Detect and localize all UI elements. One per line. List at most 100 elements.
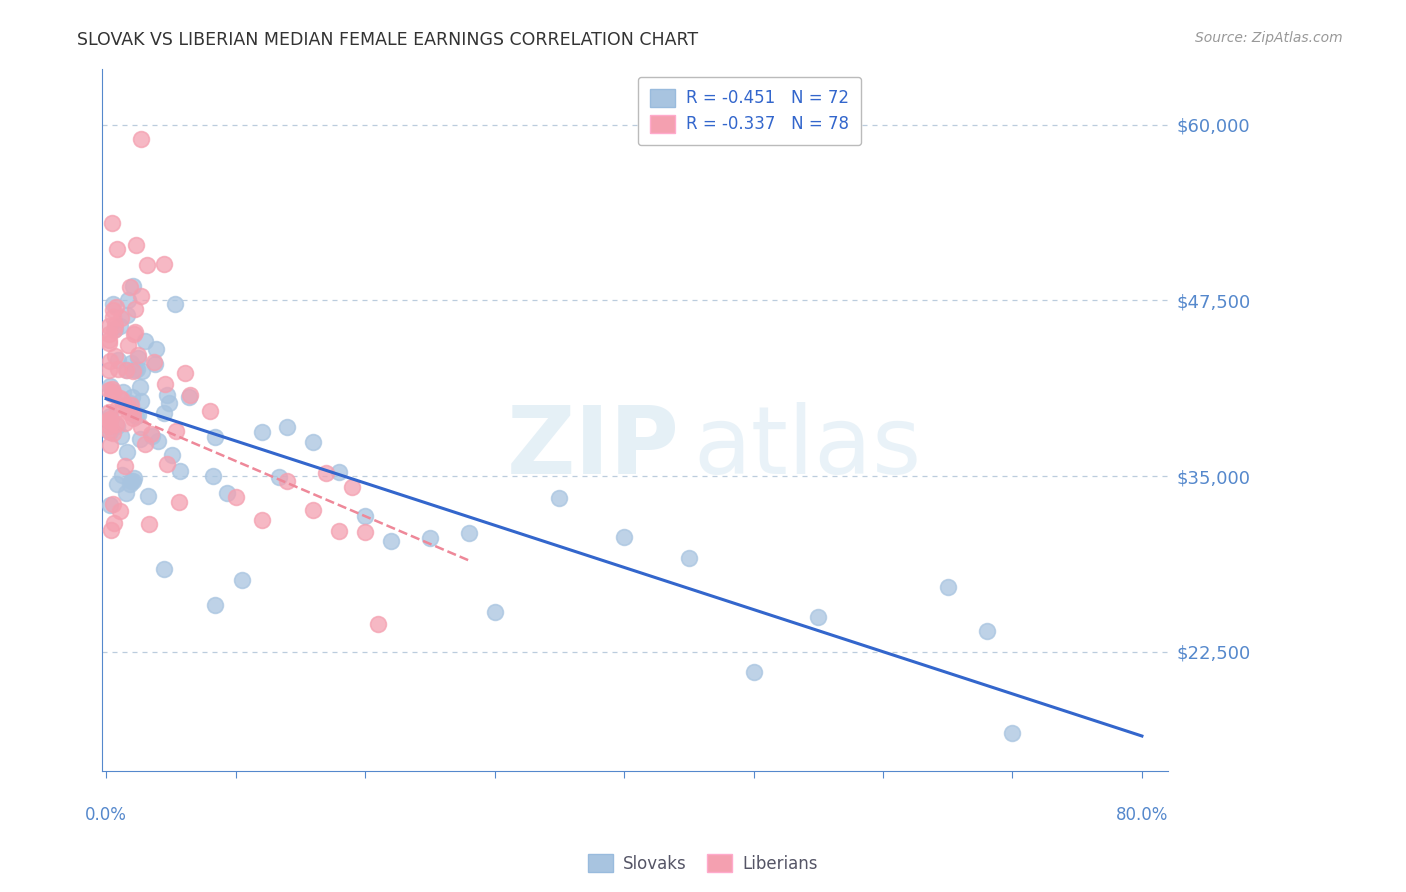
Point (153, 406, 176, 420)
Legend: Slovaks, Liberians: Slovaks, Liberians (582, 847, 824, 880)
Point (202, 469, 225, 483)
Point (97, 326, 120, 341)
Point (98, 409, 121, 424)
Point (97, 383, 120, 397)
Point (122, 474, 145, 488)
Text: 0.0%: 0.0% (86, 806, 127, 824)
Point (98, 499, 121, 513)
Point (110, 428, 132, 442)
Point (153, 376, 176, 391)
Point (135, 258, 157, 272)
Point (121, 390, 143, 404)
Point (120, 398, 142, 412)
Point (276, 420, 298, 434)
Point (120, 280, 142, 294)
Point (97, 362, 120, 376)
Point (198, 403, 221, 417)
Text: 80.0%: 80.0% (1116, 806, 1168, 824)
Point (315, 467, 337, 481)
Point (143, 357, 166, 371)
Point (1001, 725, 1024, 739)
Point (98, 425, 121, 440)
Point (328, 466, 350, 480)
Point (328, 524, 350, 538)
Point (98, 353, 121, 368)
Point (146, 434, 169, 448)
Point (134, 437, 156, 451)
Point (124, 409, 146, 423)
Point (105, 401, 128, 416)
Text: ZIP: ZIP (508, 402, 681, 494)
Point (101, 310, 124, 325)
Point (111, 392, 134, 407)
Point (104, 321, 127, 335)
Point (129, 132, 152, 146)
Point (129, 394, 152, 409)
Point (121, 406, 143, 420)
Point (105, 417, 128, 432)
Point (97, 412, 120, 426)
Point (163, 297, 186, 311)
Point (122, 364, 145, 378)
Point (110, 318, 132, 333)
Point (105, 477, 128, 491)
Point (613, 530, 636, 544)
Point (380, 533, 402, 548)
Text: atlas: atlas (693, 402, 922, 494)
Point (103, 516, 125, 530)
Point (204, 598, 226, 612)
Point (98, 379, 121, 393)
Point (110, 468, 132, 483)
Point (136, 489, 159, 503)
Point (204, 430, 226, 444)
Point (340, 480, 363, 494)
Point (120, 356, 142, 370)
Point (128, 432, 150, 446)
Point (120, 475, 142, 489)
Point (122, 326, 145, 341)
Point (101, 425, 124, 440)
Point (129, 289, 152, 303)
Point (124, 302, 146, 317)
Point (807, 609, 830, 624)
Point (302, 503, 325, 517)
Point (120, 476, 142, 491)
Point (97, 319, 120, 334)
Point (127, 351, 149, 365)
Point (162, 448, 184, 462)
Point (103, 323, 125, 337)
Point (367, 616, 389, 631)
Point (97, 334, 120, 348)
Legend: R = -0.451   N = 72, R = -0.337   N = 78: R = -0.451 N = 72, R = -0.337 N = 78 (638, 77, 860, 145)
Point (143, 355, 166, 369)
Point (124, 362, 146, 376)
Point (250, 513, 273, 527)
Point (117, 308, 139, 322)
Point (121, 410, 143, 425)
Point (101, 497, 124, 511)
Point (98, 412, 121, 426)
Point (100, 524, 122, 538)
Point (936, 580, 959, 594)
Point (97, 336, 120, 351)
Point (97, 405, 120, 419)
Point (111, 400, 134, 414)
Point (105, 242, 128, 256)
Point (97, 418, 120, 433)
Point (117, 401, 139, 415)
Point (302, 435, 325, 450)
Point (112, 384, 135, 399)
Point (114, 417, 136, 431)
Point (125, 237, 148, 252)
Point (101, 303, 124, 318)
Point (173, 367, 195, 381)
Point (115, 486, 138, 500)
Point (169, 464, 191, 478)
Text: Source: ZipAtlas.com: Source: ZipAtlas.com (1195, 31, 1343, 45)
Point (250, 425, 273, 439)
Point (105, 300, 128, 314)
Point (134, 334, 156, 348)
Point (104, 349, 127, 363)
Point (115, 445, 138, 459)
Point (110, 391, 132, 405)
